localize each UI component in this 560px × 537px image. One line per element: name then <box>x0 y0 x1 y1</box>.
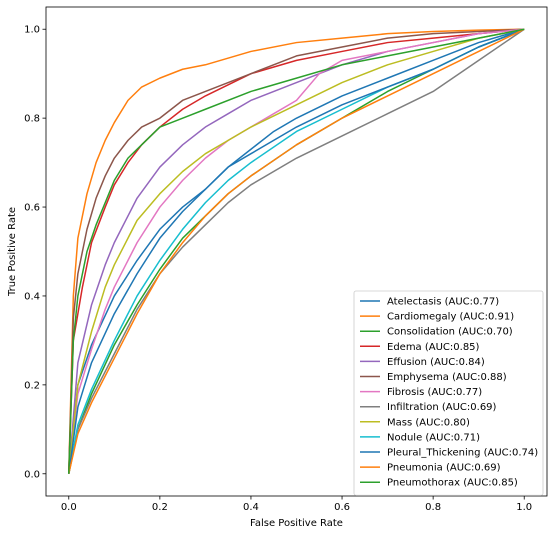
series-line-8 <box>68 28 525 474</box>
x-tick-label: 0.0 <box>61 502 77 513</box>
series-layer <box>68 28 525 474</box>
x-axis-label: False Positive Rate <box>250 518 343 529</box>
y-axis: 0.0 0.2 0.4 0.6 0.8 1.0 <box>24 25 46 480</box>
y-axis-label: True Positive Rate <box>7 207 18 297</box>
series-line-11 <box>68 28 525 474</box>
legend-label: Infiltration (AUC:0.69) <box>387 402 497 413</box>
x-tick-label: 1.0 <box>516 502 532 513</box>
y-tick-label: 0.0 <box>24 469 40 480</box>
legend-label: Emphysema (AUC:0.88) <box>387 372 507 383</box>
plot-frame <box>45 6 548 497</box>
y-tick-label: 0.6 <box>24 203 40 214</box>
series-line-2 <box>68 28 525 474</box>
legend-label: Atelectasis (AUC:0.77) <box>387 297 499 308</box>
series-line-9 <box>68 28 525 474</box>
legend-label: Cardiomegaly (AUC:0.91) <box>387 312 514 323</box>
y-tick-label: 0.2 <box>24 380 40 391</box>
y-tick-label: 0.8 <box>24 114 40 125</box>
legend-label: Nodule (AUC:0.71) <box>387 432 480 443</box>
legend-label: Pneumothorax (AUC:0.85) <box>387 478 518 489</box>
series-line-6 <box>68 28 525 474</box>
legend-label: Pleural_Thickening (AUC:0.74) <box>387 448 538 459</box>
y-tick-label: 1.0 <box>24 25 40 36</box>
legend-box <box>353 290 544 496</box>
legend-label: Fibrosis (AUC:0.77) <box>387 387 482 398</box>
legend-label: Consolidation (AUC:0.70) <box>387 327 513 338</box>
legend: Atelectasis (AUC:0.77) Cardiomegaly (AUC:… <box>353 290 544 496</box>
x-tick-label: 0.6 <box>334 502 350 513</box>
legend-label: Effusion (AUC:0.84) <box>387 357 485 368</box>
x-axis: 0.0 0.2 0.4 0.6 0.8 1.0 <box>61 496 532 513</box>
series-line-12 <box>68 28 525 474</box>
x-tick-label: 0.2 <box>152 502 168 513</box>
legend-label: Pneumonia (AUC:0.69) <box>387 463 501 474</box>
legend-label: Edema (AUC:0.85) <box>387 342 480 353</box>
x-tick-label: 0.8 <box>425 502 441 513</box>
series-line-13 <box>68 28 525 474</box>
series-line-4 <box>68 28 525 474</box>
x-tick-label: 0.4 <box>243 502 259 513</box>
legend-label: Mass (AUC:0.80) <box>387 417 470 428</box>
y-tick-label: 0.4 <box>24 291 40 302</box>
